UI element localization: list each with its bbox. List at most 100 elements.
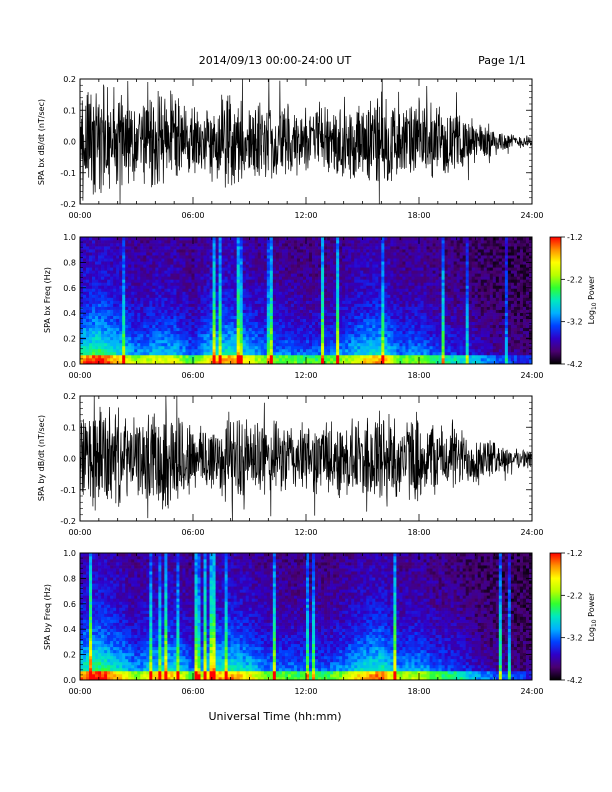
- heatmap-cell: [399, 330, 403, 335]
- heatmap-cell: [92, 342, 96, 347]
- heatmap-cell: [321, 297, 325, 301]
- heatmap-cell: [194, 249, 198, 253]
- heatmap-cell: [390, 285, 394, 289]
- heatmap-cell: [414, 240, 418, 244]
- heatmap-cell: [375, 345, 379, 350]
- heatmap-cell: [327, 246, 331, 250]
- heatmap-cell: [354, 273, 358, 277]
- heatmap-cell: [315, 297, 319, 301]
- heatmap-cell: [272, 321, 277, 326]
- heatmap-cell: [179, 339, 183, 344]
- heatmap-cell: [101, 252, 105, 256]
- heatmap-cell: [390, 252, 394, 256]
- heatmap-cell: [405, 339, 409, 344]
- heatmap-cell: [387, 327, 391, 332]
- heatmap-cell: [420, 246, 424, 250]
- heatmap-cell: [113, 246, 117, 250]
- heatmap-cell: [161, 312, 165, 316]
- heatmap-cell: [393, 315, 397, 319]
- heatmap-cell: [173, 252, 177, 256]
- heatmap-cell: [251, 258, 256, 262]
- heatmap-cell: [194, 324, 198, 329]
- heatmap-cell: [137, 306, 141, 310]
- heatmap-cell: [164, 354, 168, 359]
- heatmap-cell: [194, 321, 198, 326]
- heatmap-cell: [137, 252, 141, 256]
- heatmap-cell: [266, 261, 271, 265]
- heatmap-cell: [275, 252, 280, 256]
- heatmap-cell: [119, 348, 123, 353]
- heatmap-cell: [293, 270, 298, 274]
- heatmap-cell: [137, 333, 141, 338]
- heatmap-cell: [287, 342, 292, 347]
- heatmap-cell: [423, 336, 427, 341]
- heatmap-cell: [345, 315, 349, 319]
- heatmap-cell: [242, 309, 247, 313]
- heatmap-cell: [396, 264, 400, 268]
- heatmap-cell: [354, 354, 358, 359]
- heatmap-cell: [146, 276, 150, 280]
- heatmap-cell: [209, 258, 213, 262]
- heatmap-cell: [215, 258, 219, 262]
- heatmap-cell: [272, 333, 277, 338]
- heatmap-cell: [215, 306, 219, 310]
- heatmap-cell: [272, 336, 277, 341]
- heatmap-cell: [110, 312, 114, 316]
- heatmap-cell: [80, 276, 84, 280]
- heatmap-cell: [396, 267, 400, 271]
- heatmap-cell: [342, 309, 346, 313]
- heatmap-cell: [95, 249, 99, 253]
- heatmap-cell: [245, 306, 250, 310]
- heatmap-cell: [92, 336, 96, 341]
- heatmap-cell: [284, 255, 289, 259]
- heatmap-cell: [336, 339, 340, 344]
- heatmap-cell: [152, 330, 156, 335]
- heatmap-cell: [414, 243, 418, 247]
- heatmap-cell: [309, 354, 313, 359]
- heatmap-cell: [257, 240, 262, 244]
- heatmap-cell: [327, 351, 331, 356]
- heatmap-cell: [354, 333, 358, 338]
- heatmap-cell: [221, 300, 225, 304]
- heatmap-cell: [170, 279, 174, 283]
- heatmap-cell: [426, 306, 430, 310]
- heatmap-cell: [339, 246, 343, 250]
- heatmap-cell: [315, 306, 319, 310]
- heatmap-cell: [287, 297, 292, 301]
- heatmap-cell: [354, 261, 358, 265]
- heatmap-cell: [191, 312, 195, 316]
- heatmap-cell: [146, 285, 150, 289]
- heatmap-cell: [236, 249, 241, 253]
- heatmap-cell: [426, 270, 430, 274]
- heatmap-cell: [236, 324, 241, 329]
- heatmap-cell: [236, 276, 241, 280]
- heatmap-cell: [330, 237, 334, 241]
- heatmap-cell: [218, 288, 222, 292]
- heatmap-cell: [83, 246, 87, 250]
- heatmap-cell: [369, 300, 373, 304]
- heatmap-cell: [327, 300, 331, 304]
- heatmap-cell: [185, 315, 189, 319]
- heatmap-cell: [263, 297, 268, 301]
- heatmap-cell: [423, 294, 427, 298]
- heatmap-cell: [80, 246, 84, 250]
- heatmap-cell: [239, 333, 244, 338]
- heatmap-cell: [173, 282, 177, 286]
- heatmap-cell: [405, 342, 409, 347]
- heatmap-cell: [357, 306, 361, 310]
- heatmap-cell: [176, 312, 180, 316]
- heatmap-cell: [128, 270, 132, 274]
- heatmap-cell: [230, 318, 235, 323]
- heatmap-cell: [80, 264, 84, 268]
- heatmap-cell: [128, 297, 132, 301]
- heatmap-cell: [321, 348, 325, 353]
- heatmap-cell: [224, 291, 228, 295]
- heatmap-cell: [342, 291, 346, 295]
- heatmap-cell: [426, 309, 430, 313]
- heatmap-cell: [302, 294, 307, 298]
- heatmap-cell: [375, 300, 379, 304]
- heatmap-cell: [342, 264, 346, 268]
- heatmap-cell: [155, 282, 159, 286]
- heatmap-cell: [384, 312, 388, 316]
- heatmap-cell: [330, 339, 334, 344]
